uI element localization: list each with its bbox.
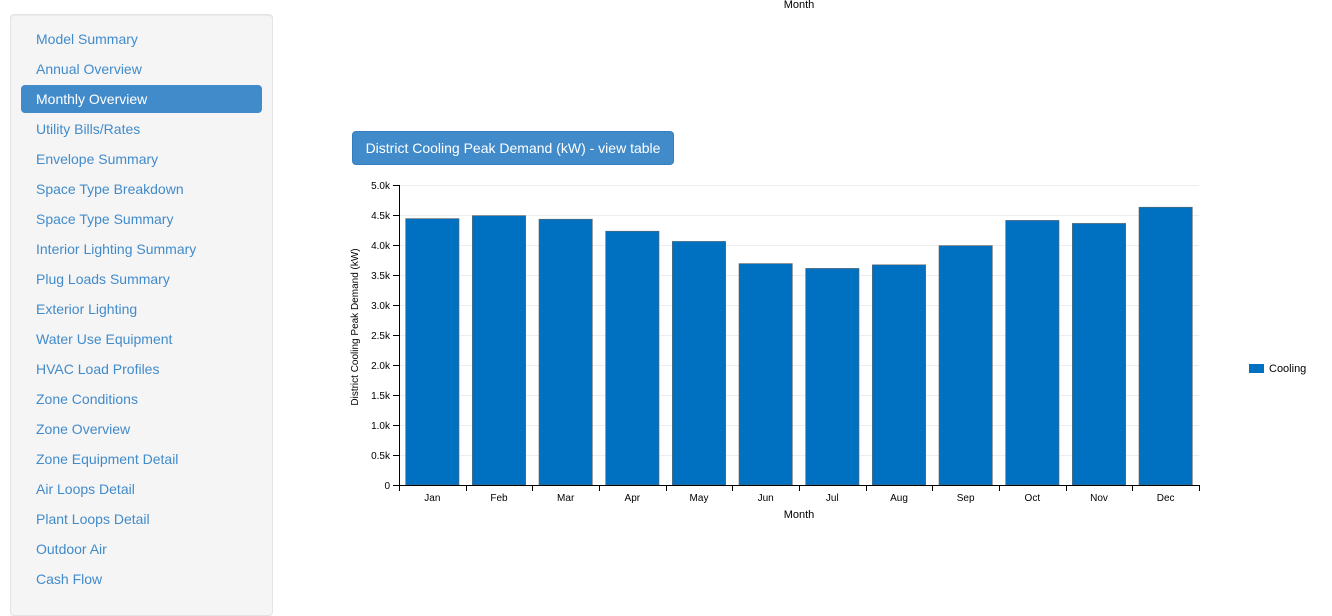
y-tick-label: 4.5k: [371, 211, 391, 222]
sidebar-item-plug-loads-summary[interactable]: Plug Loads Summary: [36, 271, 170, 287]
sidebar-item-space-type-breakdown[interactable]: Space Type Breakdown: [36, 181, 184, 197]
sidebar-item-utility-bills-rates[interactable]: Utility Bills/Rates: [36, 121, 141, 137]
bars: [405, 206, 1193, 486]
x-tick-label: Sep: [957, 493, 975, 504]
x-tick-label: Mar: [557, 493, 575, 504]
legend: Cooling: [1249, 363, 1306, 375]
bar-jun[interactable]: [738, 263, 793, 486]
x-tick-label: Feb: [490, 493, 508, 504]
sidebar-item-exterior-lighting[interactable]: Exterior Lighting: [36, 301, 138, 317]
sidebar: Model Summary Annual Overview Monthly Over…: [10, 14, 273, 616]
sidebar-item-cash-flow[interactable]: Cash Flow: [36, 571, 103, 587]
bar-aug[interactable]: [872, 264, 926, 486]
x-axis-title: Month: [784, 509, 815, 521]
bar-oct[interactable]: [1005, 220, 1060, 486]
x-tick-label: Oct: [1025, 493, 1041, 504]
y-tick-label: 3.0k: [371, 301, 391, 312]
sidebar-item-space-type-summary[interactable]: Space Type Summary: [36, 211, 174, 227]
sidebar-item-annual-overview[interactable]: Annual Overview: [36, 61, 142, 77]
sidebar-item-plant-loops-detail[interactable]: Plant Loops Detail: [36, 511, 150, 527]
x-tick-label: Nov: [1090, 493, 1108, 504]
sidebar-item-zone-conditions[interactable]: Zone Conditions: [36, 391, 138, 407]
bar-dec[interactable]: [1138, 206, 1193, 486]
bar-feb[interactable]: [472, 215, 526, 486]
y-axis-title: District Cooling Peak Demand (kW): [350, 248, 361, 405]
grid-lines: [399, 185, 1199, 456]
x-tick-label: Jun: [758, 493, 774, 504]
previous-chart-x-axis-label: Month: [783, 0, 815, 11]
bar-apr[interactable]: [605, 230, 660, 486]
x-tick-label: May: [690, 493, 709, 504]
y-tick-label: 0.5k: [371, 451, 391, 462]
bar-may[interactable]: [672, 241, 726, 486]
y-tick-label: 2.5k: [371, 331, 391, 342]
sidebar-item-monthly-overview[interactable]: Monthly Overview: [21, 85, 262, 113]
sidebar-item-water-use-equipment[interactable]: Water Use Equipment: [36, 331, 173, 347]
bar-sep[interactable]: [938, 245, 993, 486]
bar-jan[interactable]: [405, 218, 460, 486]
x-tick-label: Dec: [1157, 493, 1175, 504]
sidebar-item-model-summary[interactable]: Model Summary: [36, 31, 138, 47]
legend-label-cooling: Cooling: [1269, 363, 1306, 375]
x-tick-label: Aug: [890, 493, 908, 504]
sidebar-item-hvac-load-profiles[interactable]: HVAC Load Profiles: [36, 361, 160, 377]
axes: 0 0.5k 1.0k 1.5k 2.0k 2.5k 3.0k 3.5k 4.0k 4.5k 5.0…: [371, 181, 1200, 504]
sidebar-item-outdoor-air[interactable]: Outdoor Air: [36, 541, 107, 557]
y-tick-label: 3.5k: [371, 271, 391, 282]
sidebar-item-air-loops-detail[interactable]: Air Loops Detail: [36, 481, 135, 497]
view-table-button[interactable]: District Cooling Peak Demand (kW) - view…: [352, 131, 674, 165]
sidebar-item-envelope-summary[interactable]: Envelope Summary: [36, 151, 159, 167]
x-tick-label: Apr: [625, 493, 641, 504]
y-tick-label: 0: [384, 481, 390, 492]
y-tick-label: 5.0k: [371, 181, 391, 192]
legend-swatch-cooling: [1249, 364, 1264, 373]
y-tick-label: 2.0k: [371, 361, 391, 372]
sidebar-item-zone-equipment-detail[interactable]: Zone Equipment Detail: [36, 451, 179, 467]
y-tick-label: 1.0k: [371, 421, 391, 432]
bar-mar[interactable]: [538, 218, 593, 486]
bar-jul[interactable]: [805, 268, 860, 486]
y-tick-label: 4.0k: [371, 241, 391, 252]
y-tick-label: 1.5k: [371, 391, 391, 402]
sidebar-item-interior-lighting-summary[interactable]: Interior Lighting Summary: [36, 241, 197, 257]
sidebar-item-zone-overview[interactable]: Zone Overview: [36, 421, 131, 437]
sidebar-nav: Model Summary Annual Overview Monthly Over…: [21, 25, 262, 595]
bar-nov[interactable]: [1072, 223, 1126, 486]
x-tick-label: Jan: [424, 493, 440, 504]
x-tick-label: Jul: [826, 493, 839, 504]
